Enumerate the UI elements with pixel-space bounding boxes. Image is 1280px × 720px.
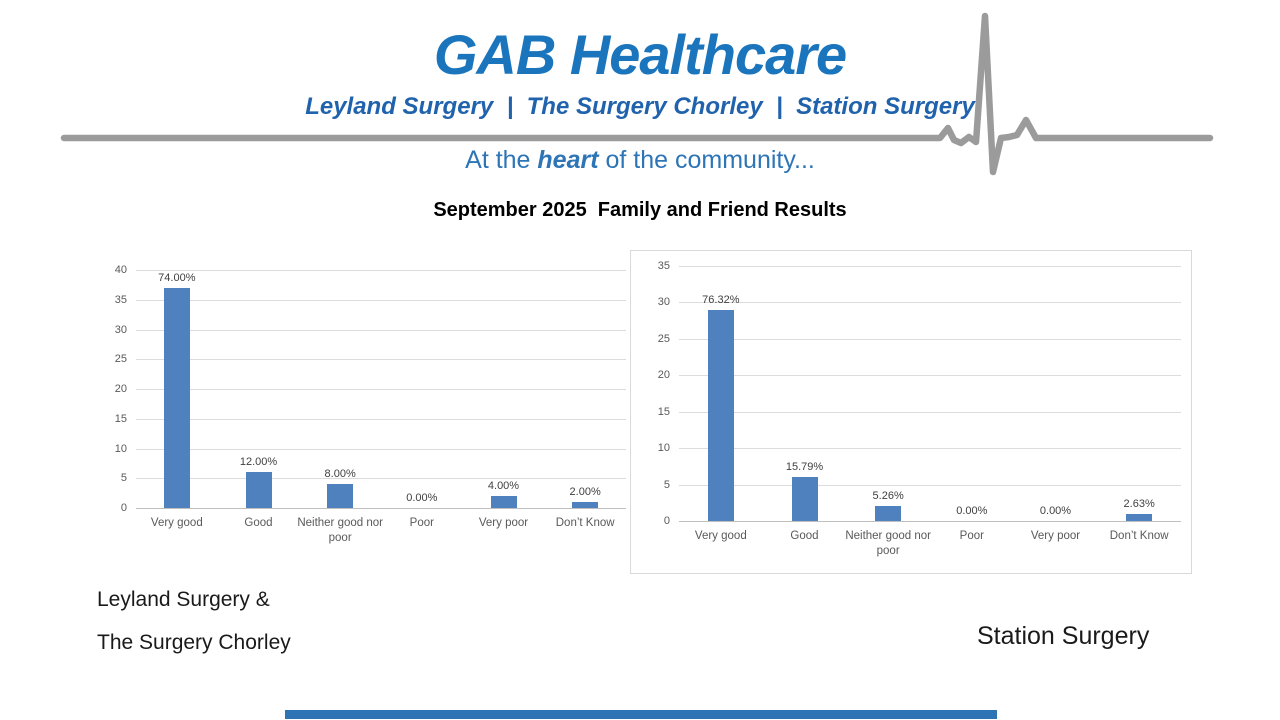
y-axis-label-30: 30 — [114, 323, 127, 336]
gridline-40 — [136, 270, 626, 271]
bar-value-label-2: 8.00% — [324, 468, 356, 481]
category-label-5: Don’t Know — [555, 517, 615, 529]
tagline-pre: At the — [465, 146, 538, 174]
bar-value-label-1: 15.79% — [785, 461, 824, 474]
y-axis-label-15: 15 — [114, 412, 127, 425]
tagline-heart: heart — [537, 146, 599, 174]
bar-1 — [245, 472, 272, 508]
y-axis-label-0: 0 — [120, 502, 127, 514]
footer-accent-bar — [285, 710, 997, 719]
gridline-10 — [136, 448, 626, 450]
bar-5 — [1126, 513, 1153, 521]
y-axis-label-30: 30 — [657, 296, 670, 309]
category-label-0: Very good — [694, 530, 747, 542]
y-axis-label-35: 35 — [114, 293, 127, 306]
gridline-15 — [679, 411, 1181, 413]
bar-2 — [327, 484, 354, 508]
bar-value-label-5: 2.00% — [569, 486, 601, 499]
gridline-25 — [136, 359, 626, 361]
category-label-5: Don’t Know — [1109, 530, 1169, 542]
bar-value-label-1: 12.00% — [239, 456, 278, 469]
y-axis-label-15: 15 — [657, 405, 670, 418]
surgery-names-subtitle: Leyland Surgery | The Surgery Chorley | … — [305, 93, 975, 120]
tagline: At the heart of the community... — [0, 146, 1280, 175]
caption-left-surgeries: Leyland Surgery & The Surgery Chorley — [97, 588, 291, 674]
title-text: Family and Friend Results — [597, 199, 847, 221]
caption-left-line1: Leyland Surgery & — [97, 588, 270, 611]
page-title: September 2025 Family and Friend Results — [0, 199, 1280, 222]
gridline-25 — [679, 338, 1181, 340]
bar-value-label-3: 0.00% — [406, 492, 438, 504]
y-axis-label-5: 5 — [663, 478, 670, 491]
category-label-1: Good — [244, 517, 273, 529]
caption-left-line2: The Surgery Chorley — [97, 631, 291, 654]
y-axis-label-0: 0 — [663, 515, 670, 527]
gridline-5 — [136, 478, 626, 480]
y-axis-label-25: 25 — [114, 353, 127, 366]
category-label-4: Very poor — [478, 517, 529, 529]
gridline-35 — [136, 299, 626, 301]
gridline-35 — [679, 266, 1181, 267]
bar-2 — [875, 506, 902, 521]
bar-value-label-3: 0.00% — [956, 505, 988, 517]
category-label-3: Poor — [409, 517, 434, 529]
chart-leyland-chorley: 0 5 10 15 20 25 30 35 40 74.00% Very good 12.00% Goo… — [100, 252, 628, 550]
title-date: September 2025 — [433, 199, 587, 221]
bar-0 — [163, 287, 190, 508]
gridline-30 — [136, 329, 626, 331]
gridline-0 — [136, 508, 626, 509]
bar-value-label-5: 2.63% — [1123, 497, 1155, 510]
gridline-30 — [679, 302, 1181, 304]
category-label-1: Good — [790, 530, 819, 542]
gridline-15 — [136, 418, 626, 420]
gridline-5 — [679, 484, 1181, 486]
y-axis-label-20: 20 — [114, 383, 127, 395]
gridline-20 — [136, 389, 626, 390]
y-axis-label-5: 5 — [120, 472, 127, 485]
y-axis-label-10: 10 — [657, 442, 670, 455]
bar-value-label-0: 74.00% — [158, 271, 196, 284]
y-axis-label-35: 35 — [657, 260, 670, 272]
bar-value-label-0: 76.32% — [702, 293, 740, 306]
gridline-0 — [679, 521, 1181, 522]
tagline-post: of the community... — [598, 146, 815, 174]
y-axis-label-40: 40 — [114, 264, 127, 276]
bar-5 — [572, 502, 599, 508]
caption-station-surgery: Station Surgery — [977, 622, 1150, 650]
bar-value-label-4: 0.00% — [1039, 505, 1072, 517]
logo-text: GAB Healthcare — [433, 23, 847, 86]
category-label-2: Neither good nor poor — [845, 530, 931, 557]
category-label-3: Poor — [959, 530, 984, 542]
chart-station: 0 5 10 15 20 25 30 35 76.32% Very good 15.79% Good 5… — [630, 250, 1192, 574]
bar-value-label-4: 4.00% — [487, 480, 520, 493]
y-axis-label-20: 20 — [657, 369, 670, 382]
gridline-10 — [679, 448, 1181, 450]
bar-1 — [791, 477, 818, 521]
bar-4 — [490, 496, 517, 508]
category-label-4: Very poor — [1030, 530, 1081, 542]
category-label-0: Very good — [150, 517, 203, 529]
gridline-20 — [679, 375, 1181, 377]
y-axis-label-25: 25 — [657, 332, 670, 345]
category-label-2: Neither good nor poor — [297, 517, 383, 544]
bar-0 — [707, 309, 734, 521]
y-axis-label-10: 10 — [114, 442, 127, 455]
bar-value-label-2: 5.26% — [872, 490, 904, 503]
